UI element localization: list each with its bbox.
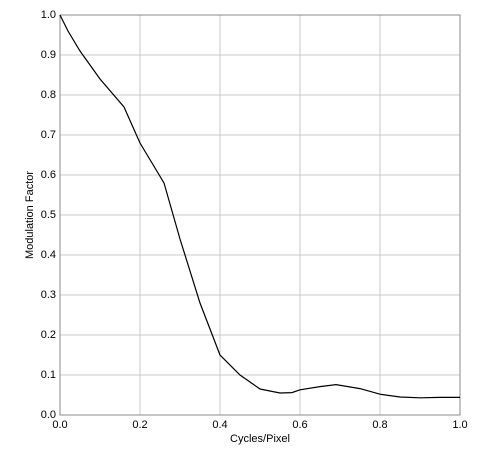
- y-tick-label: 0.7: [41, 129, 56, 141]
- x-tick-label: 1.0: [452, 419, 467, 431]
- x-tick-label: 0.0: [52, 419, 67, 431]
- plot-frame: [59, 14, 461, 416]
- x-tick-label: 0.2: [132, 419, 147, 431]
- y-tick-label: 0.1: [41, 369, 56, 381]
- y-tick-label: 0.5: [41, 209, 56, 221]
- x-tick-label: 0.6: [292, 419, 307, 431]
- y-tick-label: 0.4: [41, 249, 56, 261]
- y-tick-label: 0.9: [41, 49, 56, 61]
- x-axis-label: Cycles/Pixel: [230, 433, 290, 445]
- y-tick-label: 0.6: [41, 169, 56, 181]
- y-tick-label: 0.8: [41, 89, 56, 101]
- x-tick-label: 0.8: [372, 419, 387, 431]
- y-axis-label: Modulation Factor: [24, 171, 36, 259]
- y-tick-label: 0.2: [41, 329, 56, 341]
- y-tick-label: 0.0: [41, 409, 56, 421]
- y-tick-label: 1.0: [41, 9, 56, 21]
- data-line: [59, 14, 460, 399]
- x-tick-label: 0.4: [212, 419, 227, 431]
- y-tick-label: 0.3: [41, 289, 56, 301]
